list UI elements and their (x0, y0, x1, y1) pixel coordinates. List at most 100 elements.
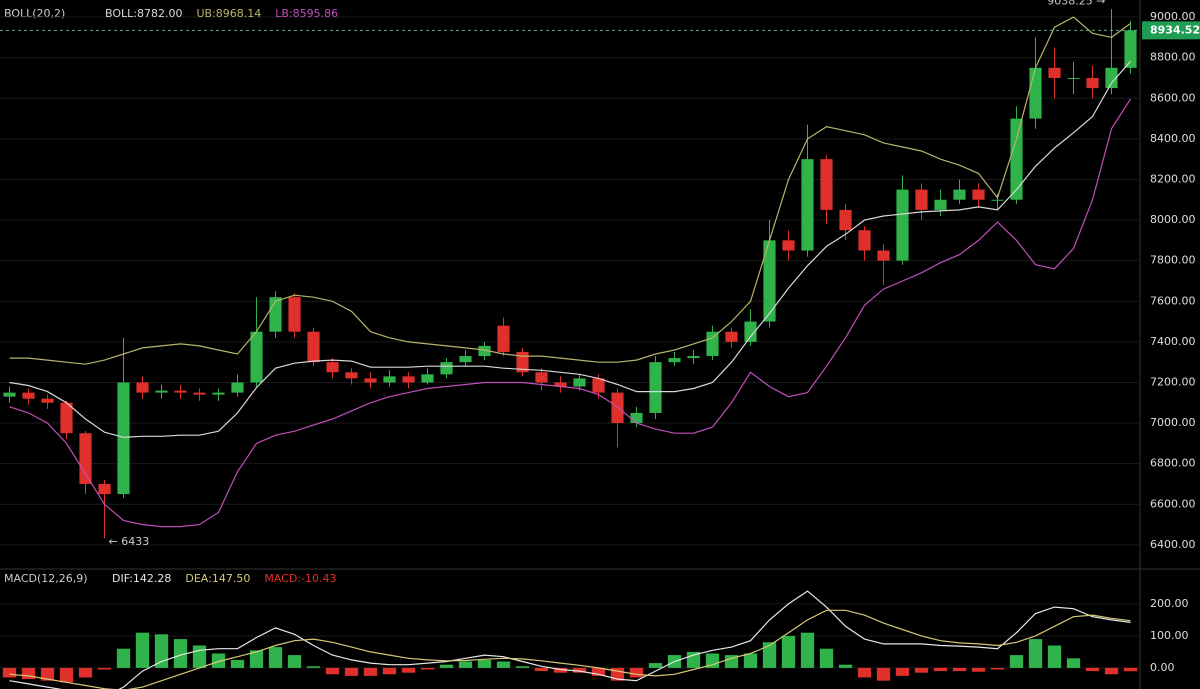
y-tick-label: 8200.00 (1150, 172, 1196, 185)
macd-bar (1028, 639, 1043, 668)
candle-body (478, 345, 491, 357)
macd-bar (154, 634, 169, 668)
candle-body (497, 325, 510, 353)
candle-body (212, 392, 225, 395)
candle-body (668, 358, 681, 363)
macd-bar (325, 667, 340, 675)
last-price-tag (1142, 21, 1200, 40)
candle-body (991, 199, 1004, 201)
macd-bar (819, 648, 834, 668)
macd-bar (287, 655, 302, 668)
candle-body (307, 331, 320, 363)
candle-body (915, 189, 928, 210)
candle-body (1029, 67, 1042, 119)
indicator-line (9, 60, 1131, 438)
macd-bar (1085, 667, 1100, 672)
macd-bar (762, 642, 777, 668)
macd-bar (534, 667, 549, 672)
macd-bar (2, 667, 17, 678)
y-tick-label: 7200.00 (1150, 375, 1196, 388)
macd-bar (515, 666, 530, 668)
macd-bar (249, 650, 264, 668)
y-tick-label: 6800.00 (1150, 457, 1196, 470)
candle-body (326, 362, 339, 373)
y-tick-label: 8000.00 (1150, 213, 1196, 226)
macd-bar (629, 667, 644, 678)
macd-bar (971, 667, 986, 672)
max-annotation: 9038.25 → (1047, 0, 1105, 7)
indicator-label: MACD(12,26,9) (4, 572, 88, 585)
candle-body (345, 372, 358, 379)
macd-bar (401, 667, 416, 673)
macd-bar (477, 659, 492, 668)
candle-body (801, 159, 814, 251)
macd-bar (496, 661, 511, 668)
y-tick-label: 9000.00 (1150, 10, 1196, 23)
macd-bar (97, 667, 112, 670)
candle-body (573, 378, 586, 387)
candle-body (611, 392, 624, 424)
candle-body (383, 376, 396, 383)
last-price-label: 8934.52 (1150, 23, 1200, 36)
legend-entry: DIF:142.28 (112, 572, 171, 585)
macd-bar (914, 667, 929, 673)
macd-bar (743, 653, 758, 668)
macd-bar (800, 632, 815, 668)
macd-bar (781, 635, 796, 668)
legend-entry: BOLL:8782.00 (105, 7, 182, 20)
macd-bar (648, 663, 663, 668)
candle-body (1010, 118, 1023, 200)
candle-body (22, 392, 35, 399)
candle-body (877, 250, 890, 261)
candle-body (687, 356, 700, 359)
candle-body (364, 378, 377, 383)
candle-body (98, 483, 111, 495)
indicator-line (9, 16, 1131, 365)
indicator-line (9, 609, 1131, 689)
y-tick-label: 6600.00 (1150, 497, 1196, 510)
macd-bar (211, 653, 226, 668)
candle-body (1124, 30, 1137, 68)
macd-bar (895, 667, 910, 676)
candle-body (193, 392, 206, 395)
candle-body (41, 398, 54, 403)
macd-bar (857, 667, 872, 678)
candle-body (1048, 67, 1061, 78)
y-tick-label: 7000.00 (1150, 416, 1196, 429)
candle-body (972, 189, 985, 200)
candle-body (60, 402, 73, 434)
y-tick-label: 0.00 (1150, 661, 1175, 674)
candle-body (174, 390, 187, 393)
candle-body (459, 356, 472, 363)
macd-bar (116, 648, 131, 668)
macd-bar (1123, 667, 1138, 672)
macd-bar (553, 667, 568, 673)
macd-bar (382, 667, 397, 675)
candle-body (79, 433, 92, 484)
macd-bar (21, 667, 36, 680)
candle-body (649, 362, 662, 413)
macd-bar (705, 653, 720, 668)
macd-bar (876, 667, 891, 681)
candle-body (155, 390, 168, 393)
y-tick-label: 100.00 (1150, 629, 1189, 642)
macd-bar (838, 664, 853, 668)
macd-bar (952, 667, 967, 672)
macd-bar (591, 667, 606, 676)
candle-body (535, 372, 548, 383)
candle-body (592, 378, 605, 393)
legend-entry: UB:8968.14 (196, 7, 261, 20)
legend-entry: LB:8595.86 (275, 7, 338, 20)
macd-bar (363, 667, 378, 676)
macd-bar (990, 667, 1005, 670)
candle-body (953, 189, 966, 200)
candle-body (725, 331, 738, 342)
candle-body (554, 382, 567, 387)
macd-bar (135, 632, 150, 668)
macd-bar (1009, 655, 1024, 668)
legend-entry: DEA:147.50 (185, 572, 250, 585)
indicator-line (9, 98, 1132, 528)
candle-body (896, 189, 909, 261)
macd-bar (572, 667, 587, 673)
candle-body (820, 159, 833, 210)
